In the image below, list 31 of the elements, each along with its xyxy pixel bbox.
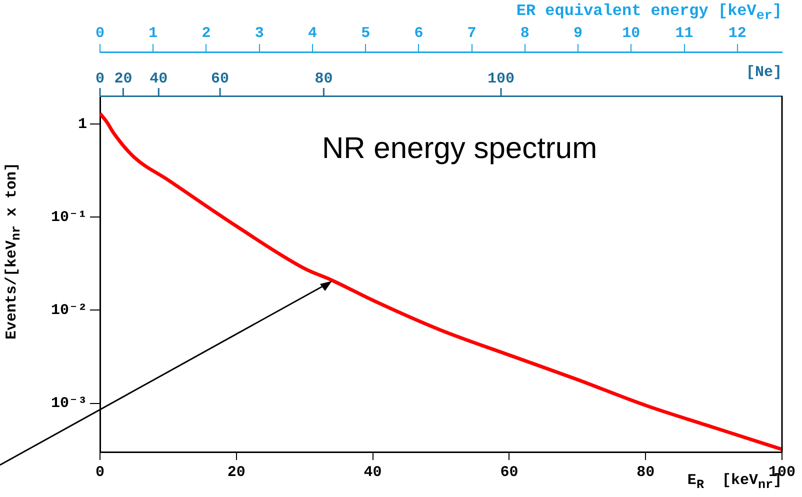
x2-tick-label: 12 [728,24,746,42]
x-tick-label: 80 [636,464,655,481]
x2-tick-label: 0 [95,24,105,42]
y-tick-label: 10⁻¹ [50,208,87,226]
x-tick-label: 20 [227,464,246,481]
x2-axis-title: ER equivalent energy [keV$_{er}$] [516,2,782,24]
y-tick-label: 10⁻² [50,302,87,320]
x2-tick-label: 5 [361,24,370,42]
annotation: NR energy spectrum [322,132,598,166]
x2-tick-label: 3 [254,24,264,42]
x2-tick-label: 8 [520,24,530,42]
y-tick-label: 1 [78,116,87,133]
text: 80 [314,70,333,88]
x2-tick-label: 9 [574,24,583,42]
text: 40 [150,70,168,88]
x2-tick-label: 10 [622,24,640,42]
text: 100 [488,70,515,88]
x2-tick-label: 2 [202,24,211,42]
text: 20 [114,70,132,88]
text: 60 [211,70,230,88]
x2-tick-label: 11 [675,24,694,42]
x-tick-label: 40 [364,464,382,481]
y-tick-label: 10⁻³ [50,395,87,412]
text: [Ne] [746,64,782,81]
x2-tick-label: 4 [308,24,317,42]
x2-tick-label: 6 [414,24,424,42]
x2-tick-label: 7 [467,24,476,42]
x2-tick-label: 1 [148,24,158,42]
x-tick-label: 60 [500,464,518,481]
x-tick-label: 0 [95,464,105,481]
text: 0 [95,70,105,88]
